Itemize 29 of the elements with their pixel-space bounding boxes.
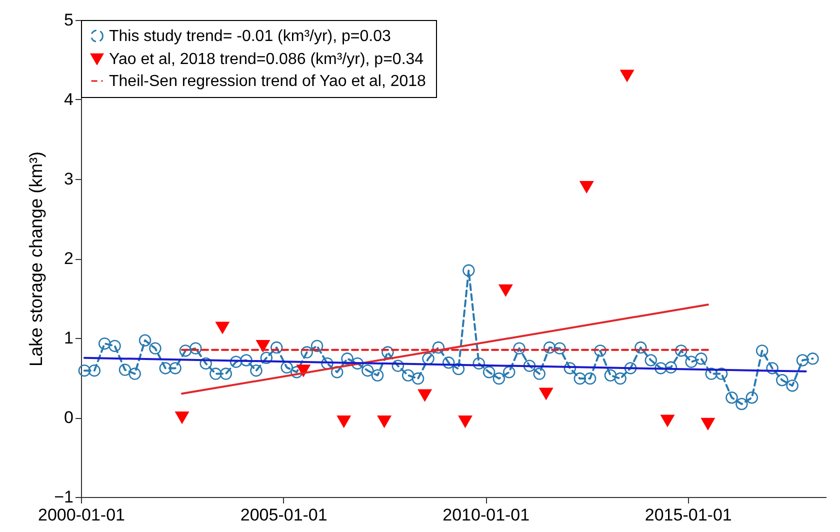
y-tick-label: 4 (64, 90, 74, 109)
x-tick-label: 2005-01-01 (240, 506, 328, 524)
point (660, 414, 674, 427)
point (458, 416, 472, 428)
x-tick-label: 2015-01-01 (644, 506, 732, 524)
x-tick-label: 2010-01-01 (442, 506, 530, 524)
y-tick-label: −1 (54, 488, 74, 506)
y-tick-label: 1 (64, 328, 74, 348)
point (580, 180, 594, 193)
y-tick-label: 3 (64, 170, 74, 188)
y-tick-label: 2 (64, 249, 74, 268)
point (418, 389, 432, 402)
point (701, 418, 715, 430)
point (337, 416, 351, 428)
y-tick-label: 0 (64, 408, 74, 427)
point (378, 416, 392, 428)
point (620, 70, 634, 82)
y-axis-title: Lake storage change (km³) (26, 151, 46, 367)
point (256, 340, 270, 352)
x-tick-label: 2000-01-01 (38, 506, 125, 524)
legend-label: Theil-Sen regression trend of Yao et al, 2018 (109, 73, 426, 90)
y-tick-label: 5 (64, 10, 74, 30)
point (539, 388, 553, 400)
point (498, 284, 512, 296)
point (216, 322, 230, 334)
legend-label: Yao et al, 2018 trend=0.086 (km³/yr), p=0.34 (109, 51, 424, 68)
point (296, 364, 310, 377)
point (175, 412, 189, 424)
legend-label: This study trend= -0.01 (km³/yr), p=0.03 (109, 28, 391, 45)
